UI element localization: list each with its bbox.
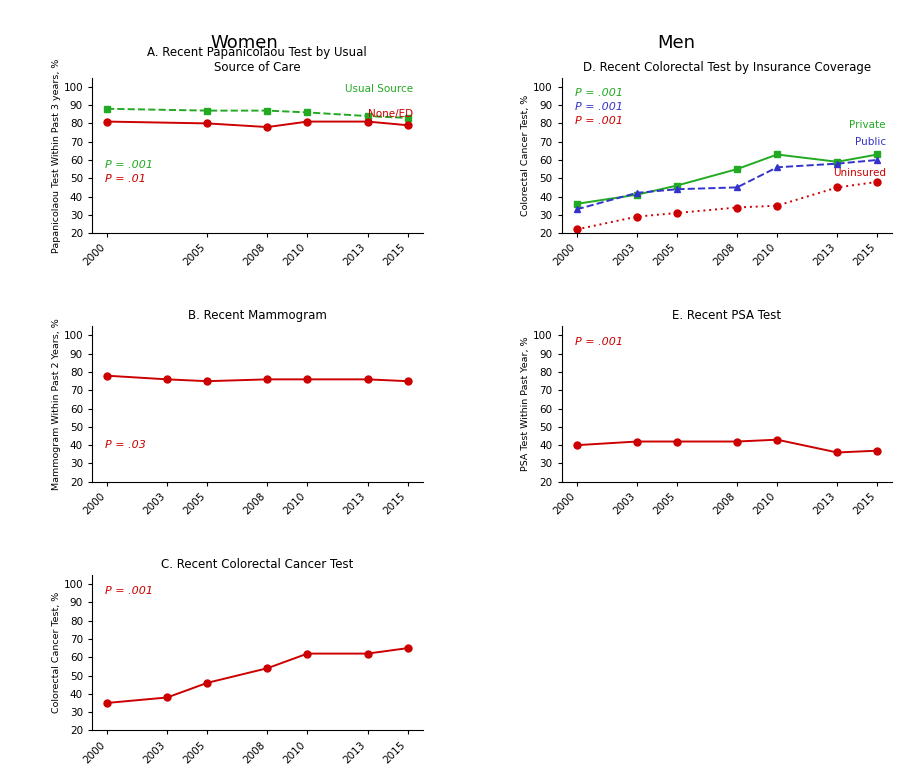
Text: P = .01: P = .01 xyxy=(105,174,146,184)
Text: Men: Men xyxy=(656,33,695,52)
Text: Public: Public xyxy=(854,137,885,147)
Title: C. Recent Colorectal Cancer Test: C. Recent Colorectal Cancer Test xyxy=(161,558,353,571)
Y-axis label: PSA Test Within Past Year, %: PSA Test Within Past Year, % xyxy=(521,336,529,472)
Title: E. Recent PSA Test: E. Recent PSA Test xyxy=(672,309,781,322)
Title: A. Recent Papanicolaou Test by Usual
Source of Care: A. Recent Papanicolaou Test by Usual Sou… xyxy=(147,46,367,74)
Text: Women: Women xyxy=(210,33,278,52)
Text: P = .03: P = .03 xyxy=(105,440,146,450)
Text: P = .001: P = .001 xyxy=(574,337,622,347)
Y-axis label: Papanicolaou Test Within Past 3 years, %: Papanicolaou Test Within Past 3 years, % xyxy=(51,58,61,253)
Y-axis label: Colorectal Cancer Test, %: Colorectal Cancer Test, % xyxy=(521,95,529,216)
Title: D. Recent Colorectal Test by Insurance Coverage: D. Recent Colorectal Test by Insurance C… xyxy=(583,61,870,74)
Text: Usual Source: Usual Source xyxy=(345,84,413,94)
Text: P = .001: P = .001 xyxy=(105,160,153,170)
Text: Private: Private xyxy=(848,120,885,130)
Text: P = .001: P = .001 xyxy=(574,89,622,99)
Text: Uninsured: Uninsured xyxy=(832,168,885,178)
Title: B. Recent Mammogram: B. Recent Mammogram xyxy=(187,309,326,322)
Y-axis label: Colorectal Cancer Test, %: Colorectal Cancer Test, % xyxy=(51,592,61,713)
Text: P = .001: P = .001 xyxy=(574,117,622,127)
Text: None/ED: None/ED xyxy=(368,109,413,119)
Y-axis label: Mammogram Within Past 2 Years, %: Mammogram Within Past 2 Years, % xyxy=(51,318,61,490)
Text: P = .001: P = .001 xyxy=(105,586,153,596)
Text: P = .001: P = .001 xyxy=(574,103,622,113)
